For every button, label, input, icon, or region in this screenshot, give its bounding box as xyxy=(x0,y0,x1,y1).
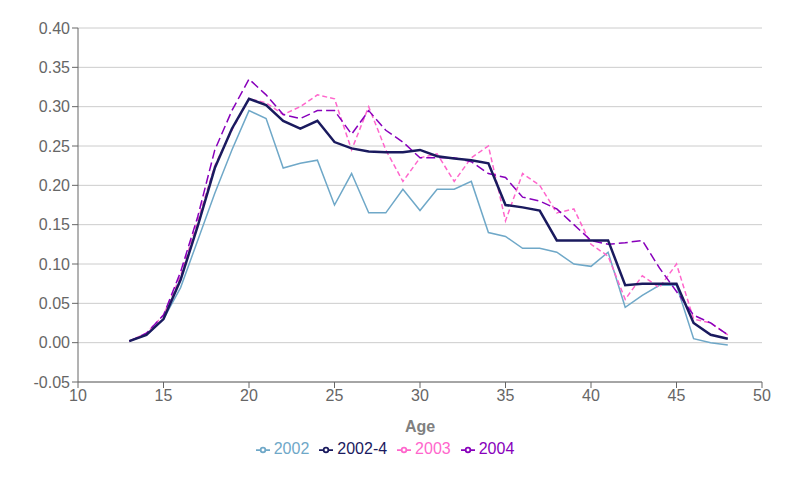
svg-text:0.35: 0.35 xyxy=(39,59,70,76)
svg-text:0.30: 0.30 xyxy=(39,98,70,115)
svg-text:30: 30 xyxy=(411,387,429,404)
svg-text:15: 15 xyxy=(155,387,173,404)
svg-text:0.15: 0.15 xyxy=(39,216,70,233)
svg-text:0.10: 0.10 xyxy=(39,256,70,273)
html-text:2002-4: 2002-4 xyxy=(337,440,388,457)
html-text:2002: 2002 xyxy=(273,440,310,457)
svg-text:0.20: 0.20 xyxy=(39,177,70,194)
svg-text:10: 10 xyxy=(69,387,87,404)
svg-text:20: 20 xyxy=(240,387,258,404)
svg-text:40: 40 xyxy=(582,387,600,404)
svg-text:0.25: 0.25 xyxy=(39,138,70,155)
html-text:2003: 2003 xyxy=(415,440,451,457)
svg-text:0.05: 0.05 xyxy=(39,295,70,312)
svg-text:45: 45 xyxy=(668,387,686,404)
svg-text:Age: Age xyxy=(405,418,435,435)
svg-text:0.00: 0.00 xyxy=(39,334,70,351)
svg-text:-0.05: -0.05 xyxy=(34,374,71,391)
svg-text:0.40: 0.40 xyxy=(39,20,70,37)
html-text:2004: 2004 xyxy=(478,440,515,457)
svg-text:50: 50 xyxy=(753,387,771,404)
svg-text:25: 25 xyxy=(326,387,344,404)
svg-text:35: 35 xyxy=(497,387,515,404)
